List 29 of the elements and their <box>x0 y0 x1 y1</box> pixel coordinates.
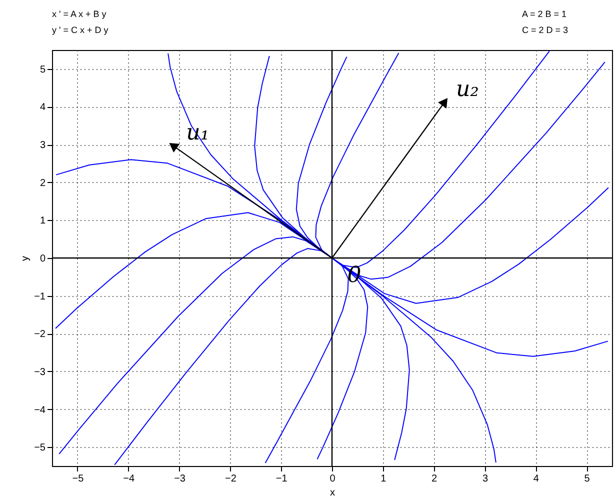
y-tick-label: 5 <box>40 64 46 76</box>
y-tick-label: −2 <box>34 329 46 340</box>
x-tick-label: −1 <box>276 474 288 484</box>
text: y ' = C x + D y <box>52 25 109 35</box>
x-tick-label: 3 <box>482 474 488 484</box>
x-tick-label: 5 <box>584 474 590 484</box>
x-tick-label: 2 <box>432 474 438 484</box>
text: A = 2 B = 1 <box>522 9 567 19</box>
annotation: u₂ <box>456 76 479 102</box>
y-tick-label: −3 <box>34 366 46 378</box>
x-tick-label: 4 <box>533 474 540 484</box>
y-tick-label: 2 <box>40 178 46 189</box>
y-tick-label: −1 <box>34 291 46 302</box>
y-tick-label: −5 <box>34 442 46 454</box>
x-tick-label: −2 <box>224 474 237 484</box>
x-tick-label: −5 <box>72 474 84 484</box>
x-tick-label: −3 <box>174 474 186 484</box>
text: x ' = A x + B y <box>52 9 107 19</box>
y-tick-label: 4 <box>40 102 46 114</box>
y-tick-label: 3 <box>40 140 46 152</box>
y-tick-label: −4 <box>34 404 46 416</box>
y-tick-label: 0 <box>40 254 46 264</box>
y-tick-label: 1 <box>40 216 46 227</box>
y-axis-title: y <box>20 256 32 261</box>
x-tick-label: −4 <box>123 474 135 484</box>
x-tick-label: 1 <box>380 474 387 484</box>
x-tick-label: 0 <box>330 474 336 484</box>
x-axis-title: x <box>330 488 335 496</box>
text: C = 2 D = 3 <box>522 25 568 35</box>
